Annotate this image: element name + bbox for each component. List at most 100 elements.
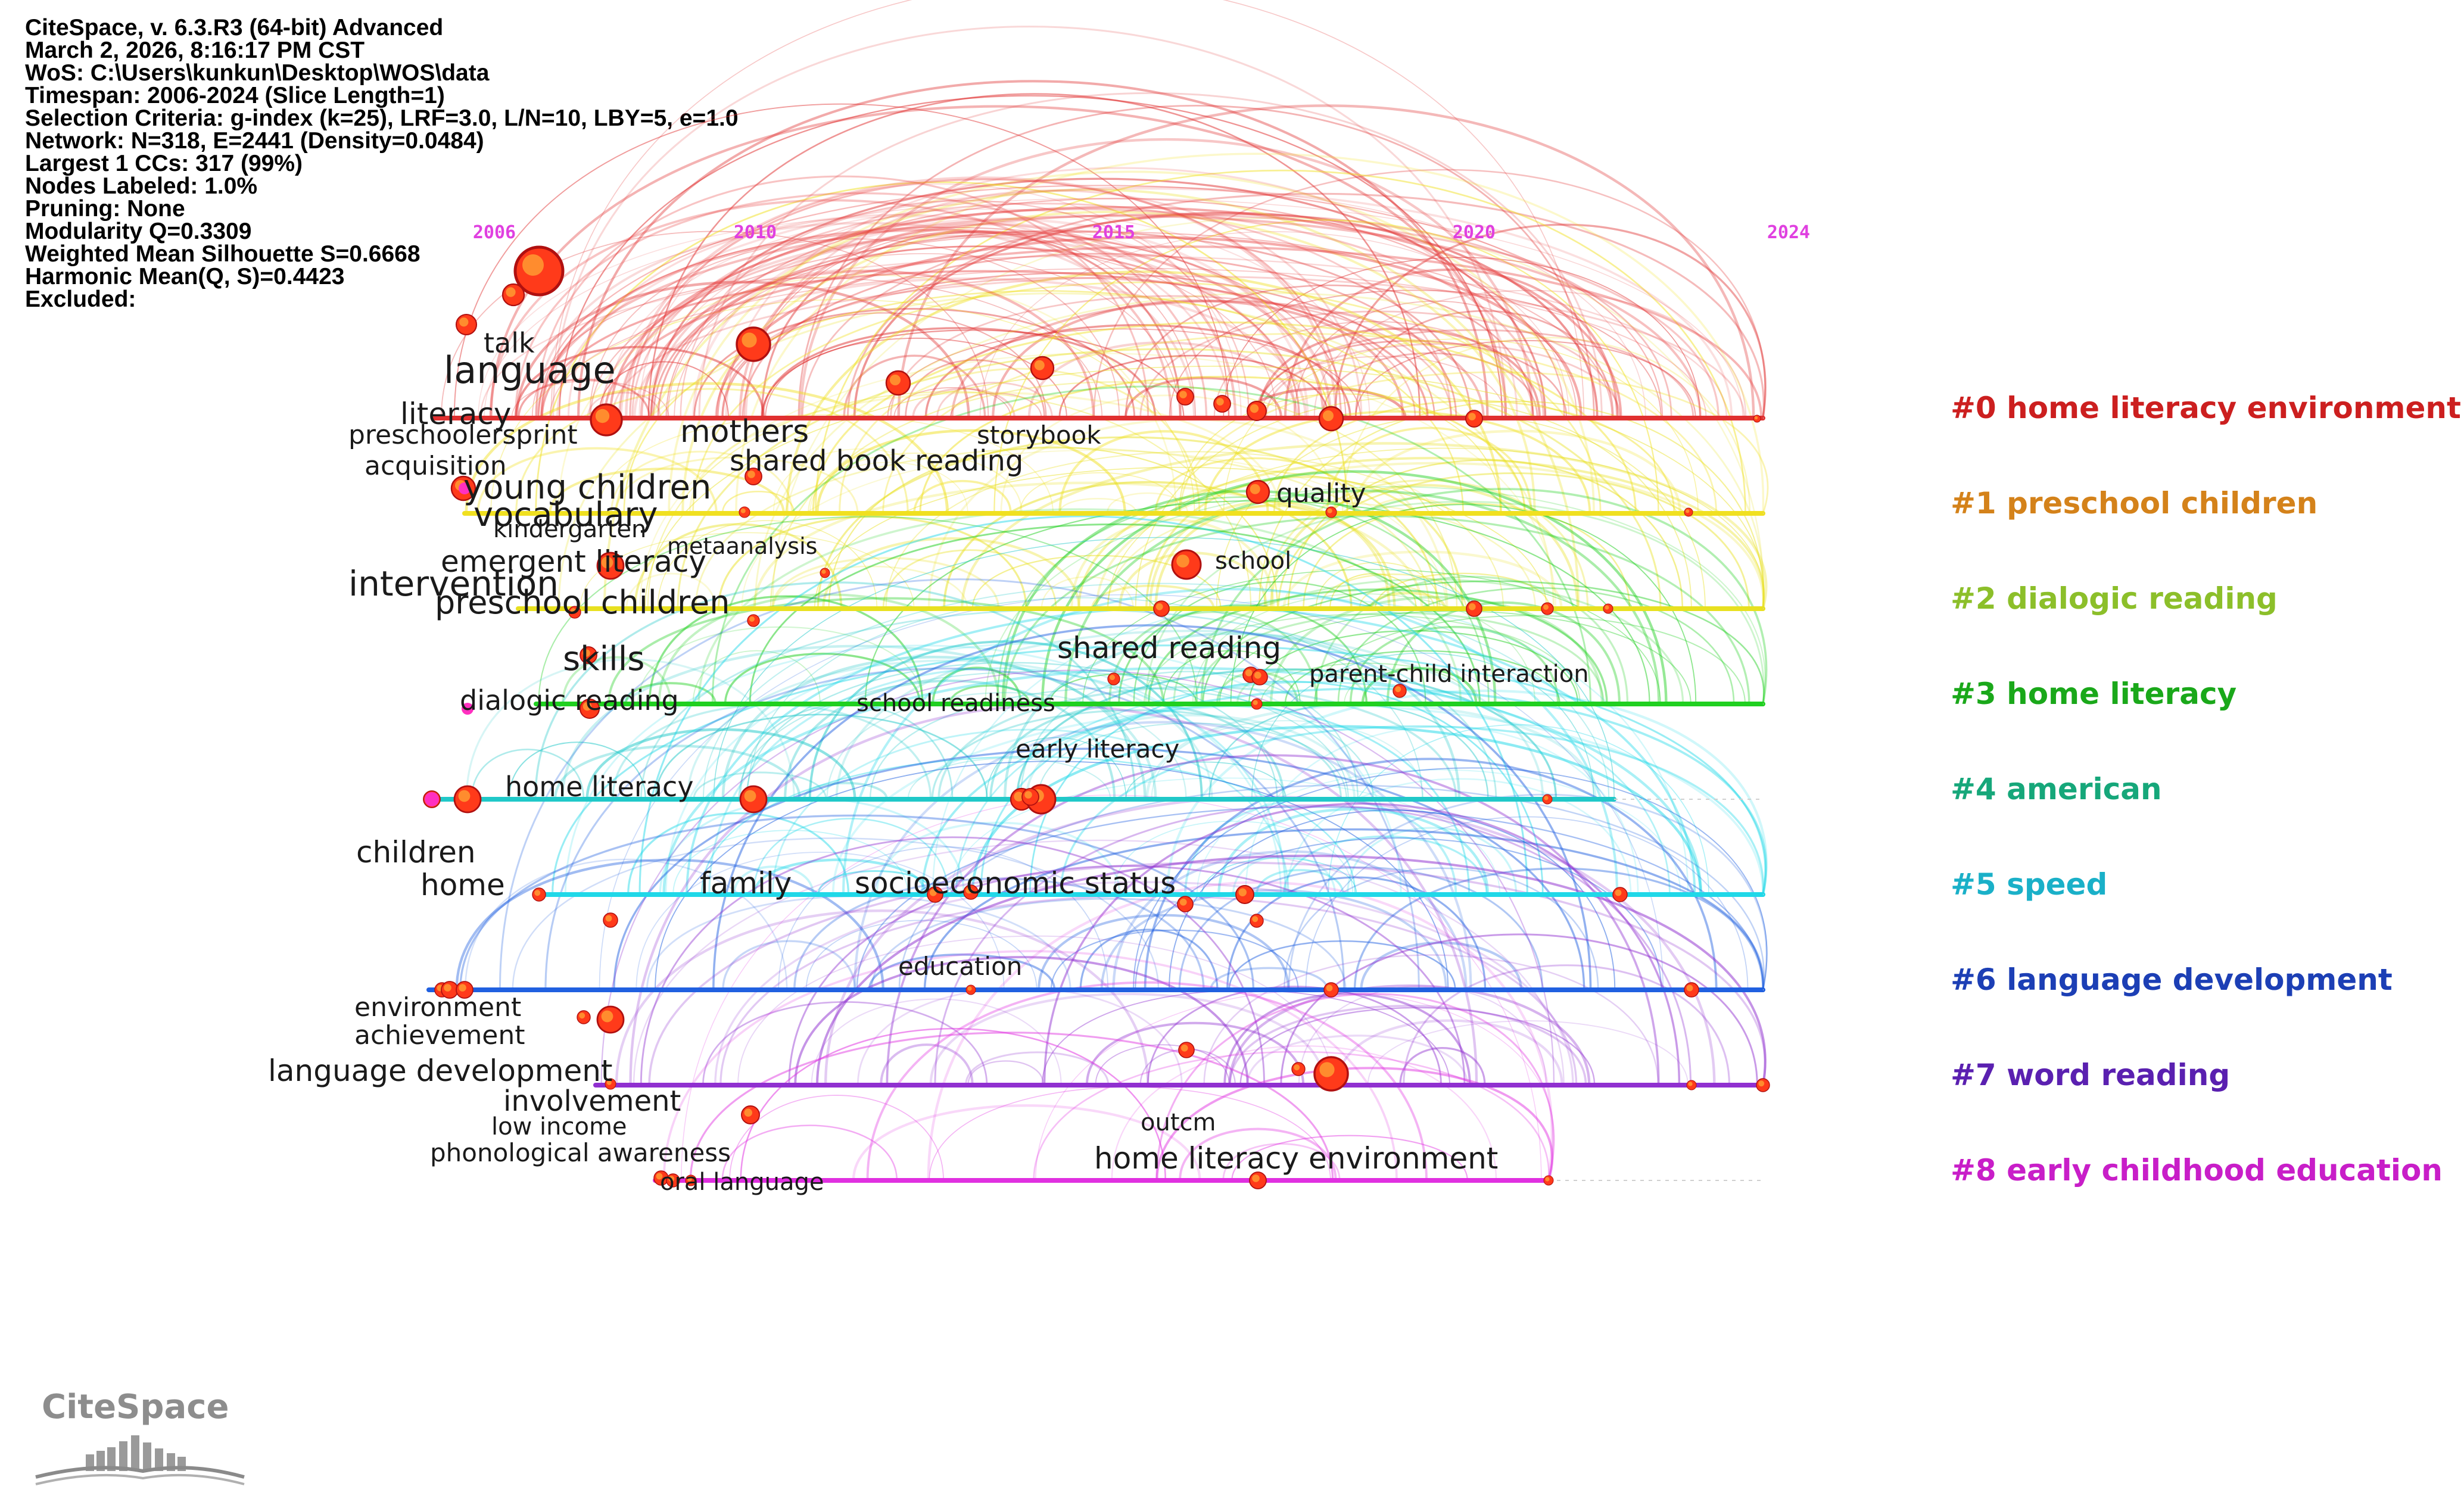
keyword-node-highlight bbox=[1468, 413, 1476, 420]
keyword-label: shared book reading bbox=[730, 444, 1023, 478]
keyword-label: emergent literacy bbox=[441, 544, 706, 579]
citation-arc bbox=[1349, 626, 1559, 705]
citation-arc bbox=[629, 178, 1342, 419]
citation-arc bbox=[721, 312, 1047, 419]
citation-arc bbox=[1107, 501, 1537, 609]
citation-arc bbox=[1371, 497, 1450, 514]
citation-arc bbox=[556, 187, 1733, 419]
citation-arc bbox=[1346, 827, 1518, 895]
citation-arc bbox=[1298, 985, 1547, 1086]
keyword-node-highlight bbox=[1245, 669, 1253, 677]
keyword-label: vocabulary bbox=[474, 496, 658, 534]
citation-arc bbox=[538, 185, 1664, 419]
citation-arc bbox=[1200, 488, 1768, 705]
citation-arc bbox=[623, 290, 1464, 514]
citation-arc bbox=[554, 744, 801, 800]
cluster-label[interactable]: #4 american bbox=[1951, 772, 2162, 806]
keyword-node-highlight bbox=[1543, 605, 1549, 610]
keyword-label: school readiness bbox=[856, 690, 1055, 717]
cluster-label[interactable]: #3 home literacy bbox=[1951, 677, 2236, 711]
citation-arc bbox=[1226, 876, 1487, 990]
cluster-label[interactable]: #8 early childhood education bbox=[1951, 1153, 2443, 1188]
keyword-label: school bbox=[1215, 547, 1291, 575]
citation-arc bbox=[886, 754, 1660, 1086]
citation-arc bbox=[549, 468, 785, 514]
citation-arc bbox=[1216, 414, 1706, 609]
citation-arc bbox=[816, 429, 1126, 514]
citation-arc bbox=[842, 588, 1619, 895]
citation-arc bbox=[603, 188, 1580, 609]
citation-arc bbox=[1155, 1067, 1554, 1181]
citation-arc bbox=[817, 436, 1438, 609]
keyword-node-highlight bbox=[1155, 603, 1163, 610]
cluster-label[interactable]: #2 dialogic reading bbox=[1951, 581, 2278, 616]
citation-arc bbox=[1336, 1019, 1563, 1086]
keyword-node-highlight bbox=[1686, 509, 1690, 513]
keyword-label: preschool children bbox=[435, 584, 730, 621]
citation-arc bbox=[882, 549, 1057, 609]
keyword-label: kindergarten bbox=[493, 516, 646, 543]
citation-arc bbox=[1145, 475, 1464, 609]
citation-arc bbox=[798, 105, 1595, 419]
citation-arc bbox=[559, 95, 1503, 419]
keyword-label: low income bbox=[491, 1113, 627, 1141]
citation-arc bbox=[876, 821, 1121, 895]
citation-arc bbox=[927, 881, 1553, 1181]
citation-arc bbox=[1143, 613, 1581, 705]
citation-arc bbox=[1286, 778, 1632, 895]
citation-arc bbox=[609, 206, 1622, 419]
cluster-label[interactable]: #1 preschool children bbox=[1951, 486, 2317, 521]
citation-arc bbox=[677, 348, 1662, 609]
cluster-label[interactable]: #6 language development bbox=[1951, 962, 2393, 997]
citation-arc bbox=[1284, 650, 1560, 705]
keyword-label: shared reading bbox=[1057, 631, 1281, 665]
citation-arc bbox=[610, 450, 793, 514]
citation-arc bbox=[674, 245, 1277, 419]
citation-arc bbox=[631, 202, 1452, 419]
citation-arc bbox=[1091, 584, 1215, 609]
citation-arc bbox=[742, 253, 1457, 419]
citation-arc bbox=[1251, 652, 1594, 800]
citation-arc bbox=[725, 167, 1518, 419]
citation-arc bbox=[476, 447, 718, 514]
citation-arc bbox=[1386, 601, 1621, 705]
citation-arc bbox=[665, 198, 1565, 419]
keyword-node-highlight bbox=[522, 254, 544, 276]
logo-book-icon bbox=[35, 1435, 245, 1485]
citation-arc bbox=[1287, 459, 1684, 609]
cluster-label[interactable]: #0 home literacy environment bbox=[1951, 391, 2461, 425]
keyword-label: language development bbox=[268, 1054, 613, 1088]
year-tick-label: 2006 bbox=[473, 222, 516, 243]
citation-arc bbox=[1265, 342, 1621, 419]
cluster-label[interactable]: #5 speed bbox=[1951, 867, 2107, 902]
citation-arc bbox=[979, 231, 1570, 419]
citation-arc bbox=[681, 211, 1536, 514]
summary-line: Network: N=318, E=2441 (Density=0.0484) bbox=[25, 128, 484, 154]
keyword-node-highlight bbox=[1034, 360, 1045, 370]
citation-arc bbox=[603, 245, 1763, 419]
citation-arc bbox=[784, 680, 1116, 800]
citation-arc bbox=[949, 684, 1030, 705]
keyword-label: literacy bbox=[400, 397, 511, 431]
citation-arc bbox=[590, 231, 1613, 419]
citation-arc bbox=[1403, 964, 1731, 1086]
citation-arc bbox=[1095, 462, 1765, 609]
keyword-label: talk bbox=[484, 327, 535, 359]
citation-arc bbox=[1217, 808, 1490, 895]
citation-arc bbox=[1359, 585, 1435, 609]
citation-arc bbox=[453, 103, 1229, 419]
citation-arc bbox=[1108, 610, 1318, 705]
keyword-label: parent-child interaction bbox=[1309, 660, 1589, 688]
citation-arc bbox=[965, 1051, 1110, 1086]
citation-arc bbox=[518, 378, 651, 419]
citation-arc bbox=[1050, 929, 1299, 990]
citation-arc bbox=[799, 138, 1534, 419]
citation-arc bbox=[913, 479, 1012, 514]
year-tick-label: 2010 bbox=[734, 222, 777, 243]
keyword-node-highlight bbox=[1179, 391, 1187, 398]
citation-arc bbox=[846, 192, 1765, 419]
summary-line: Modularity Q=0.3309 bbox=[25, 219, 252, 244]
citation-arc bbox=[1085, 1021, 1305, 1086]
keyword-label: family bbox=[700, 866, 792, 900]
cluster-label[interactable]: #7 word reading bbox=[1951, 1058, 2230, 1092]
